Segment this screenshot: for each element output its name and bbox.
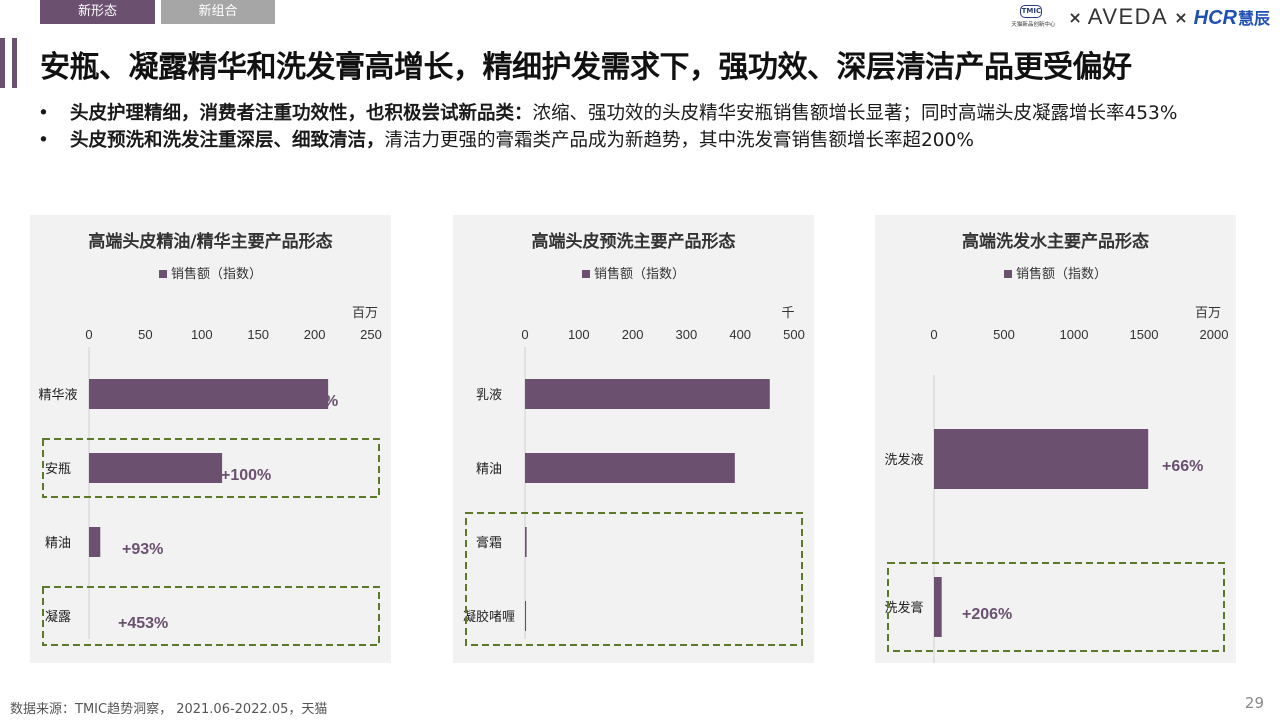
tick-label: 1000 bbox=[1060, 327, 1089, 342]
highlight-box bbox=[887, 562, 1225, 652]
chart-panel-shampoo: 高端洗发水主要产品形态 销售额（指数） 百万 0 500 1000 1500 2000 洗发… bbox=[875, 215, 1236, 663]
tick-label: 200 bbox=[304, 327, 326, 342]
tick-label: 100 bbox=[191, 327, 213, 342]
chart-title: 高端洗发水主要产品形态 bbox=[962, 232, 1149, 252]
tick-label: 200 bbox=[622, 327, 644, 342]
axis-unit: 百万 bbox=[352, 305, 378, 320]
legend-swatch bbox=[581, 269, 590, 278]
chart-legend: 销售额（指数） bbox=[30, 263, 391, 282]
tick-label: 0 bbox=[85, 327, 92, 342]
tick-label: 0 bbox=[930, 327, 937, 342]
chart-panel-scalp-prewash: 高端头皮预洗主要产品形态 销售额（指数） 千 0 100 200 300 400 500 乳液… bbox=[453, 215, 814, 663]
bar bbox=[525, 453, 735, 483]
bullet-dot: • bbox=[38, 130, 49, 151]
page-number: 29 bbox=[1244, 694, 1264, 712]
chart-legend: 销售额（指数） bbox=[875, 263, 1236, 282]
tick-label: 250 bbox=[360, 327, 382, 342]
legend-swatch bbox=[158, 269, 167, 278]
highlight-box bbox=[465, 512, 803, 646]
tick-label: 50 bbox=[138, 327, 152, 342]
bullet-text: 清洁力更强的膏霜类产品成为新趋势，其中洗发膏销售额增长率超200% bbox=[384, 130, 974, 151]
bullet-list: • 头皮护理精细，消费者注重功效性，也积极尝试新品类：浓缩、强功效的头皮精华安瓶销… bbox=[38, 102, 1218, 156]
axis-unit: 千 bbox=[781, 305, 794, 320]
partner-logos: TMIC 天猫新品创新中心 × AVEDA × HCR 慧辰 bbox=[1004, 4, 1270, 30]
tab-new-form[interactable]: 新形态 bbox=[40, 0, 155, 24]
category-label: 洗发膏 bbox=[884, 600, 923, 616]
category-label: 精华液 bbox=[38, 388, 77, 403]
legend-label: 销售额（指数） bbox=[593, 267, 685, 282]
legend-label: 销售额（指数） bbox=[1015, 267, 1107, 282]
category-label: 凝胶啫喱 bbox=[463, 609, 515, 625]
bar-chart: 百万 0 500 1000 1500 2000 洗发液 +66% 洗发膏 +206% bbox=[884, 305, 1229, 663]
aveda-logo: AVEDA bbox=[1087, 4, 1169, 29]
data-source: 数据来源：TMIC趋势洞察， 2021.06-2022.05，天猫 bbox=[10, 702, 328, 717]
category-label: 精油 bbox=[45, 536, 71, 551]
bullet-item: • 头皮护理精细，消费者注重功效性，也积极尝试新品类：浓缩、强功效的头皮精华安瓶销… bbox=[38, 102, 1218, 125]
highlight-box bbox=[42, 438, 380, 498]
bullet-heading: 头皮预洗和洗发注重深层、细致清洁， bbox=[70, 130, 385, 151]
tmic-subtitle: 天猫新品创新中心 bbox=[1011, 22, 1056, 28]
category-label: 凝露 bbox=[45, 609, 71, 625]
bullet-dot: • bbox=[38, 103, 49, 124]
tick-label: 0 bbox=[521, 327, 528, 342]
bar bbox=[89, 379, 329, 409]
tick-label: 100 bbox=[568, 327, 590, 342]
tick-label: 300 bbox=[676, 327, 698, 342]
bullet-item: • 头皮预洗和洗发注重深层、细致清洁，清洁力更强的膏霜类产品成为新趋势，其中洗发膏… bbox=[38, 129, 1218, 152]
bar bbox=[934, 429, 1149, 489]
chart-title: 高端头皮预洗主要产品形态 bbox=[531, 232, 736, 252]
bullet-text: 浓缩、强功效的头皮精华安瓶销售额增长显著；同时高端头皮凝露增长率453% bbox=[532, 103, 1178, 124]
category-label: 膏霜 bbox=[476, 535, 502, 551]
bullet-heading: 头皮护理精细，消费者注重功效性，也积极尝试新品类： bbox=[70, 103, 533, 124]
growth-label: +66% bbox=[1162, 458, 1203, 475]
tick-label: 150 bbox=[247, 327, 269, 342]
page-title: 安瓶、凝露精华和洗发膏高增长，精细护发需求下，强功效、深层清洁产品更受偏好 bbox=[40, 50, 1132, 85]
category-label: 乳液 bbox=[476, 388, 502, 403]
axis-unit: 百万 bbox=[1195, 305, 1221, 320]
legend-swatch bbox=[1003, 269, 1012, 278]
chart-panel-scalp-serum: 高端头皮精油/精华主要产品形态 销售额（指数） 百万 0 50 100 150 200 25… bbox=[30, 215, 391, 663]
growth-label: +100% bbox=[221, 467, 271, 484]
tick-label: 400 bbox=[729, 327, 751, 342]
category-label: 精油 bbox=[476, 462, 502, 477]
tick-label: 1500 bbox=[1130, 327, 1159, 342]
chart-title: 高端头皮精油/精华主要产品形态 bbox=[88, 232, 333, 252]
bar bbox=[89, 527, 101, 557]
bar-chart: 百万 0 50 100 150 200 250 精华液 +150% 安瓶 +100% 精油 +93% 凝露… bbox=[38, 305, 382, 646]
tmic-logo: TMIC 天猫新品创新中心 bbox=[1004, 4, 1062, 30]
growth-label: +93% bbox=[122, 541, 163, 558]
tmic-badge: TMIC bbox=[1020, 5, 1043, 18]
title-accent-bar bbox=[0, 38, 5, 88]
bar bbox=[525, 601, 527, 631]
tick-label: 500 bbox=[783, 327, 805, 342]
tick-label: 2000 bbox=[1200, 327, 1229, 342]
bar bbox=[525, 379, 770, 409]
legend-label: 销售额（指数） bbox=[170, 267, 262, 282]
bar bbox=[89, 453, 223, 483]
bar bbox=[525, 527, 527, 557]
category-label: 安瓶 bbox=[45, 462, 71, 477]
hcr-logo-latin: HCR bbox=[1193, 6, 1237, 29]
growth-label: +453% bbox=[118, 615, 168, 632]
highlight-box bbox=[42, 586, 380, 646]
hcr-logo-chinese: 慧辰 bbox=[1237, 8, 1270, 28]
bar bbox=[934, 577, 942, 637]
growth-label: +206% bbox=[962, 606, 1012, 623]
times-sign: × bbox=[1068, 7, 1082, 27]
tick-label: 500 bbox=[993, 327, 1015, 342]
growth-label: +150% bbox=[288, 393, 338, 410]
hcr-logo: HCR 慧辰 bbox=[1194, 5, 1270, 30]
title-accent-bar-2 bbox=[12, 38, 17, 88]
tab-new-combo[interactable]: 新组合 bbox=[161, 0, 275, 24]
times-sign-2: × bbox=[1174, 7, 1188, 27]
category-label: 洗发液 bbox=[884, 452, 923, 468]
chart-legend: 销售额（指数） bbox=[453, 263, 814, 282]
